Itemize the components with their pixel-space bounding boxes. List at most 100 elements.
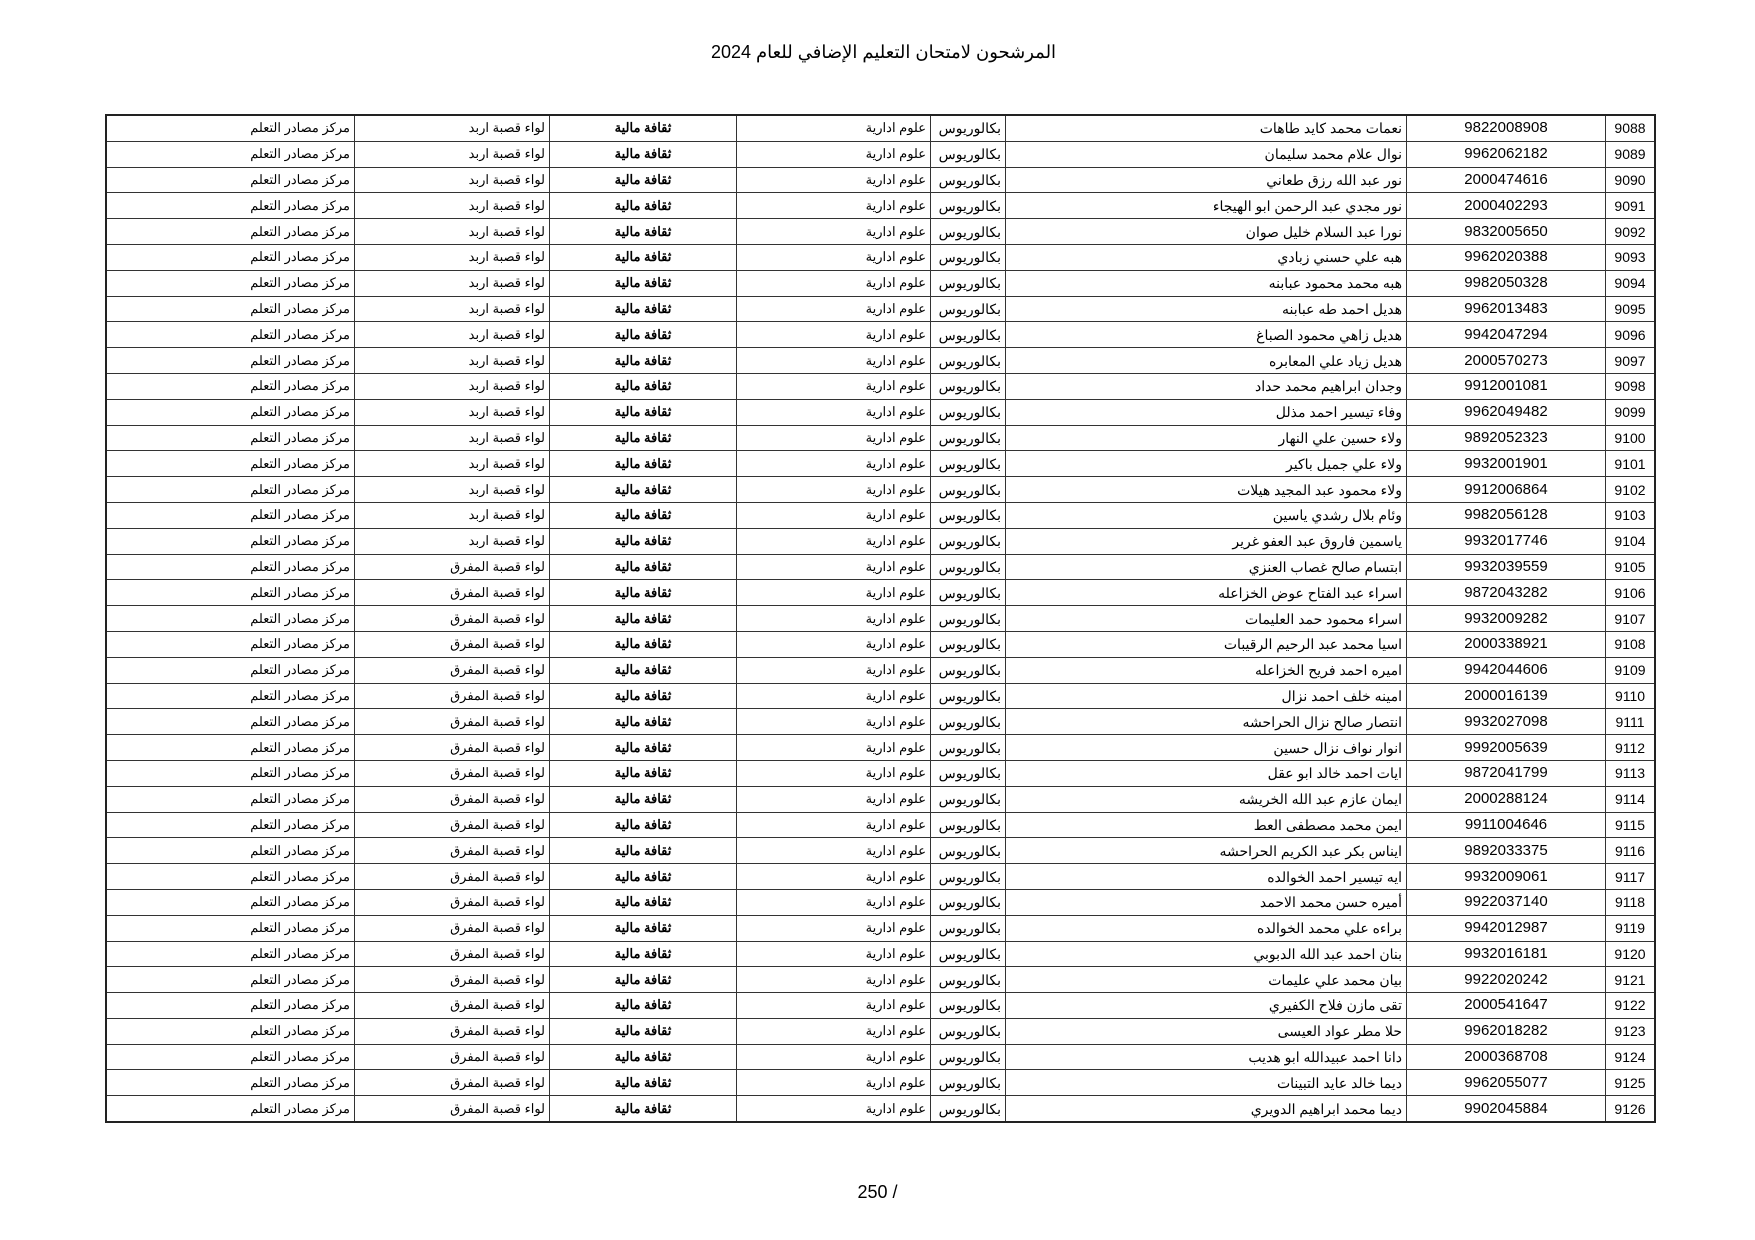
row-number: 9124 <box>1605 1043 1656 1071</box>
degree: بكالوريوس <box>930 501 1006 529</box>
table-row: 9101 9932001901 ولاء علي جميل باكير بكالوري… <box>105 450 1656 478</box>
candidate-name: هديل زياد علي المعابره <box>1005 347 1407 374</box>
national-id: 9912006864 <box>1406 476 1606 503</box>
row-number: 9091 <box>1605 192 1656 220</box>
national-id: 9962020388 <box>1406 243 1606 271</box>
exam-center: مركز مصادر التعلم <box>105 295 355 323</box>
subject: ثقافة مالية <box>549 759 737 787</box>
candidate-name: وفاء تيسير احمد مذلل <box>1005 398 1407 426</box>
district: لواء قصبة اربد <box>354 269 550 297</box>
degree: بكالوريوس <box>930 734 1006 761</box>
major: علوم ادارية <box>736 113 931 142</box>
table-row: 9119 9942012987 براءه علي محمد الخوالده بكا… <box>105 914 1656 942</box>
exam-center: مركز مصادر التعلم <box>105 372 355 400</box>
major: علوم ادارية <box>736 527 931 555</box>
row-number: 9116 <box>1605 837 1656 865</box>
major: علوم ادارية <box>736 501 931 529</box>
national-id: 9962049482 <box>1406 398 1606 426</box>
exam-center: مركز مصادر التعلم <box>105 218 355 245</box>
row-number: 9095 <box>1605 295 1656 323</box>
degree: بكالوريوس <box>930 940 1006 968</box>
exam-center: مركز مصادر التعلم <box>105 888 355 916</box>
degree: بكالوريوس <box>930 888 1006 916</box>
candidate-name: اميره احمد فريح الخزاعله <box>1005 656 1407 684</box>
subject: ثقافة مالية <box>549 295 737 323</box>
major: علوم ادارية <box>736 321 931 349</box>
candidate-name: اسراء محمود حمد العليمات <box>1005 605 1407 632</box>
row-number: 9119 <box>1605 914 1656 942</box>
candidate-name: انوار نواف نزال حسين <box>1005 734 1407 761</box>
degree: بكالوريوس <box>930 476 1006 503</box>
exam-center: مركز مصادر التعلم <box>105 1095 355 1124</box>
exam-center: مركز مصادر التعلم <box>105 759 355 787</box>
candidate-name: تقى مازن فلاح الكفيري <box>1005 992 1407 1019</box>
table-row: 9104 9932017746 ياسمين فاروق عبد العفو غري… <box>105 527 1656 555</box>
row-number: 9114 <box>1605 785 1656 813</box>
degree: بكالوريوس <box>930 553 1006 581</box>
national-id: 9932001901 <box>1406 450 1606 478</box>
table-row: 9099 9962049482 وفاء تيسير احمد مذلل بكالور… <box>105 398 1656 426</box>
degree: بكالوريوس <box>930 837 1006 865</box>
degree: بكالوريوس <box>930 630 1006 658</box>
candidate-name: هبه علي حسني زبادي <box>1005 243 1407 271</box>
subject: ثقافة مالية <box>549 940 737 968</box>
subject: ثقافة مالية <box>549 476 737 503</box>
table-row: 9098 9912001081 وجدان ابراهيم محمد حداد بكا… <box>105 372 1656 400</box>
degree: بكالوريوس <box>930 811 1006 839</box>
major: علوم ادارية <box>736 269 931 297</box>
major: علوم ادارية <box>736 1043 931 1071</box>
exam-center: مركز مصادر التعلم <box>105 269 355 297</box>
major: علوم ادارية <box>736 424 931 452</box>
exam-center: مركز مصادر التعلم <box>105 1017 355 1045</box>
row-number: 9111 <box>1605 708 1656 736</box>
national-id: 9992005639 <box>1406 734 1606 761</box>
major: علوم ادارية <box>736 553 931 581</box>
subject: ثقافة مالية <box>549 656 737 684</box>
row-number: 9096 <box>1605 321 1656 349</box>
subject: ثقافة مالية <box>549 218 737 245</box>
row-number: 9108 <box>1605 630 1656 658</box>
exam-center: مركز مصادر التعلم <box>105 1043 355 1071</box>
degree: بكالوريوس <box>930 527 1006 555</box>
table-row: 9116 9892033375 ايناس بكر عبد الكريم الحرا… <box>105 837 1656 865</box>
national-id: 9962018282 <box>1406 1017 1606 1045</box>
district: لواء قصبة المفرق <box>354 785 550 813</box>
national-id: 9942047294 <box>1406 321 1606 349</box>
exam-center: مركز مصادر التعلم <box>105 734 355 761</box>
major: علوم ادارية <box>736 579 931 607</box>
subject: ثقافة مالية <box>549 1095 737 1124</box>
table-row: 9100 9892052323 ولاء حسين علي النهار بكالور… <box>105 424 1656 452</box>
national-id: 9962055077 <box>1406 1069 1606 1097</box>
national-id: 9932039559 <box>1406 553 1606 581</box>
district: لواء قصبة اربد <box>354 450 550 478</box>
table-row: 9108 2000338921 اسيا محمد عبد الرحيم الرقي… <box>105 630 1656 658</box>
candidates-table: 9088 9822008908 نعمات محمد كايد طاهات بكالو… <box>105 113 1656 1124</box>
degree: بكالوريوس <box>930 1017 1006 1045</box>
row-number: 9098 <box>1605 372 1656 400</box>
table-row: 9110 2000016139 امينه خلف احمد نزال بكالوري… <box>105 682 1656 710</box>
degree: بكالوريوس <box>930 166 1006 194</box>
title-text: المرشحون لامتحان التعليم الإضافي للعام 2… <box>710 42 1057 62</box>
candidate-name: ايمان عازم عبد الله الخريشه <box>1005 785 1407 813</box>
district: لواء قصبة المفرق <box>354 1069 550 1097</box>
subject: ثقافة مالية <box>549 1043 737 1071</box>
subject: ثقافة مالية <box>549 398 737 426</box>
national-id: 2000288124 <box>1406 785 1606 813</box>
candidate-name: نور عبد الله رزق طعاني <box>1005 166 1407 194</box>
major: علوم ادارية <box>736 734 931 761</box>
major: علوم ادارية <box>736 966 931 994</box>
row-number: 9089 <box>1605 140 1656 168</box>
exam-center: مركز مصادر التعلم <box>105 424 355 452</box>
row-number: 9088 <box>1605 113 1656 142</box>
table-row: 9092 9832005650 نورا عبد السلام خليل صوان ب… <box>105 218 1656 245</box>
exam-center: مركز مصادر التعلم <box>105 837 355 865</box>
major: علوم ادارية <box>736 837 931 865</box>
national-id: 2000368708 <box>1406 1043 1606 1071</box>
row-number: 9126 <box>1605 1095 1656 1124</box>
district: لواء قصبة المفرق <box>354 1043 550 1071</box>
district: لواء قصبة المفرق <box>354 837 550 865</box>
national-id: 9922037140 <box>1406 888 1606 916</box>
subject: ثقافة مالية <box>549 140 737 168</box>
exam-center: مركز مصادر التعلم <box>105 192 355 220</box>
candidate-name: نورا عبد السلام خليل صوان <box>1005 218 1407 245</box>
